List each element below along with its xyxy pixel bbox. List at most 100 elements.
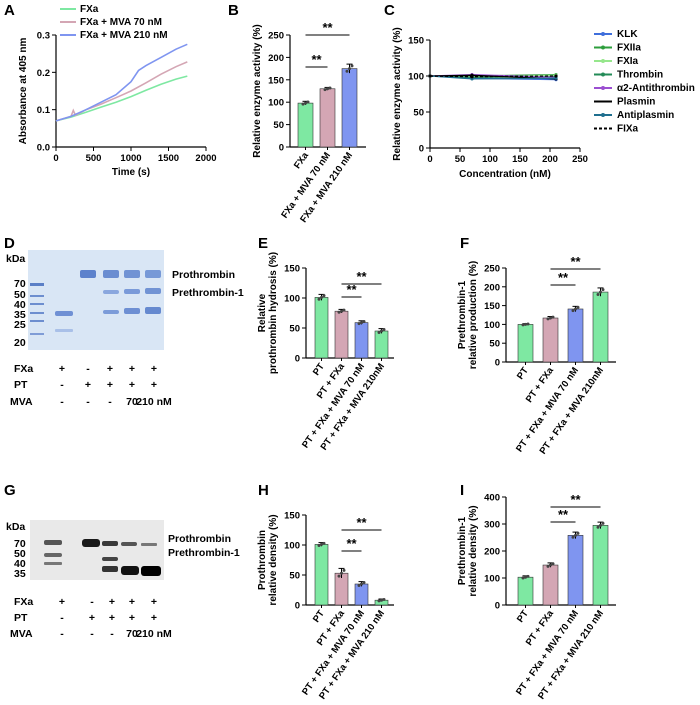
chart-c-legend-marker [601,113,605,117]
chart-i-y-label: Prethrombin-1 [457,516,468,585]
gel-g-band [141,566,161,576]
gel-d-ladder-band [30,333,44,335]
chart-i-data-point [599,523,602,527]
chart-i-data-point [551,562,555,566]
chart-i-y-tick-label: 400 [484,493,500,504]
chart-f-y-tick-label: 50 [489,339,500,350]
chart-e-data-point [377,330,381,334]
chart-e-y-tick-label: 150 [284,264,300,275]
panel-label-i: I [460,482,464,499]
chart-c-legend-entry: Plasmin [617,97,655,108]
chart-c-x-tick-label: 250 [572,154,588,165]
chart-c-legend-entry: Antiplasmin [617,110,674,121]
gel-d-marker: 35 [14,309,26,321]
chart-a-x-tick-label: 0 [53,153,58,164]
chart-h-data-point [362,581,366,585]
gel-g-row-label: FXa [14,596,33,608]
chart-c-x-tick-label: 0 [427,154,432,165]
gel-d-band [103,290,119,294]
chart-f-data-point [521,323,525,327]
gel-g: kDa 70 50 40 35 Prothrombin Prethrombin-… [6,520,240,640]
chart-f-data-point [546,317,550,321]
chart-i: 0 100 200 300 400 Prethrombin-1 relative densi… [457,492,616,702]
gel-d-cell: + [85,379,91,391]
gel-g-cell: 70 [126,628,138,640]
gel-g-cell: + [129,596,135,608]
gel-d-cell: 210 nM [136,396,172,408]
chart-h-data-point [377,599,381,603]
chart-e-data-point [322,294,326,298]
chart-f-y-tick-label: 100 [484,320,500,331]
chart-i-y-label: relative density (%) [468,505,479,596]
chart-a-x-label: Time (s) [112,167,150,178]
chart-f-bar [542,317,559,363]
chart-c: 0 50 100 150 Relative enzyme activity (%) 0 50… [392,27,695,180]
chart-i-data-point [596,525,600,529]
chart-b-data-point [304,101,307,105]
panel-label-g: G [4,482,16,499]
gel-d-cell: - [60,379,64,391]
chart-a-y-label: Absorbance at 405 nm [18,38,29,145]
chart-f-y-label: relative production (%) [468,261,479,369]
chart-h-data-point [337,574,341,578]
chart-a-x-tick-label: 500 [86,153,102,164]
gel-g-band [121,566,139,575]
gel-g-cell: 210 nM [136,628,172,640]
chart-c-y-tick-label: 100 [408,72,424,83]
chart-f-bar [517,324,534,363]
chart-h-bar [354,583,369,606]
chart-h-sig-marker: ** [356,515,367,530]
gel-d-marker: 20 [14,337,26,349]
chart-e-y-tick-label: 0 [295,354,300,365]
chart-f-data-point [601,288,605,292]
chart-a-legend-entry: FXa [80,4,99,15]
chart-b-bar [341,68,358,148]
gel-d-cell: - [86,396,90,408]
chart-f: 0 50 100 150 200 250 Prethrombin-1 relative pro… [457,254,616,456]
chart-c-legend-entry: KLK [617,29,638,40]
chart-b-category-label: FXa [292,150,311,171]
chart-b-bar [297,102,314,148]
chart-c-point [428,74,432,78]
gel-d-band [145,288,161,294]
chart-c-legend-marker [601,59,605,63]
chart-i-bar [517,576,534,606]
chart-e-data-point [382,328,386,332]
chart-h-y-tick-label: 100 [284,541,300,552]
chart-h-category-label: PT [311,608,327,624]
gel-d-row-label: FXa [14,363,33,375]
chart-e: 0 50 100 150 Relative prothrombin hydrosis (%… [257,252,394,452]
gel-d-cell: + [151,379,157,391]
chart-i-data-point [549,563,552,567]
gel-d-cell: - [86,363,90,375]
chart-b-y-tick-label: 0 [279,143,284,154]
chart-c-point [470,75,474,79]
chart-a: 0.0 0.1 0.2 0.3 Absorbance at 405 nm 0 500 1000… [18,4,217,178]
chart-i-sig-marker: ** [558,507,569,522]
chart-b-y-tick-label: 150 [268,75,284,86]
gel-g-cell: - [110,628,114,640]
gel-g-cell: - [90,596,94,608]
chart-b-data-point [306,100,310,104]
chart-c-y-label: Relative enzyme activity (%) [392,27,403,160]
chart-i-category-label: PT [515,608,531,624]
chart-h: 0 50 100 150 Prothrombin relative density (%)… [257,511,394,702]
chart-f-data-point [596,293,600,297]
gel-d-band [55,311,73,316]
chart-c-y-tick-label: 150 [408,36,424,47]
chart-e-data-point [342,308,346,312]
chart-e-y-tick-label: 100 [284,294,300,305]
gel-g-band-label: Prethrombin-1 [168,547,240,559]
gel-d-cell: + [151,363,157,375]
gel-d-ladder-band [30,303,44,305]
chart-i-data-point [524,575,527,579]
chart-f-sig-marker: ** [558,270,569,285]
chart-a-legend-entry: FXa + MVA 70 nM [80,17,162,28]
chart-f-y-label: Prethrombin-1 [457,280,468,349]
gel-g-cell: - [90,628,94,640]
chart-f-y-tick-label: 200 [484,282,500,293]
gel-g-band [102,557,118,561]
chart-f-data-point [551,315,555,319]
chart-c-y-tick-label: 50 [413,108,424,119]
gel-g-marker: 70 [14,538,26,550]
